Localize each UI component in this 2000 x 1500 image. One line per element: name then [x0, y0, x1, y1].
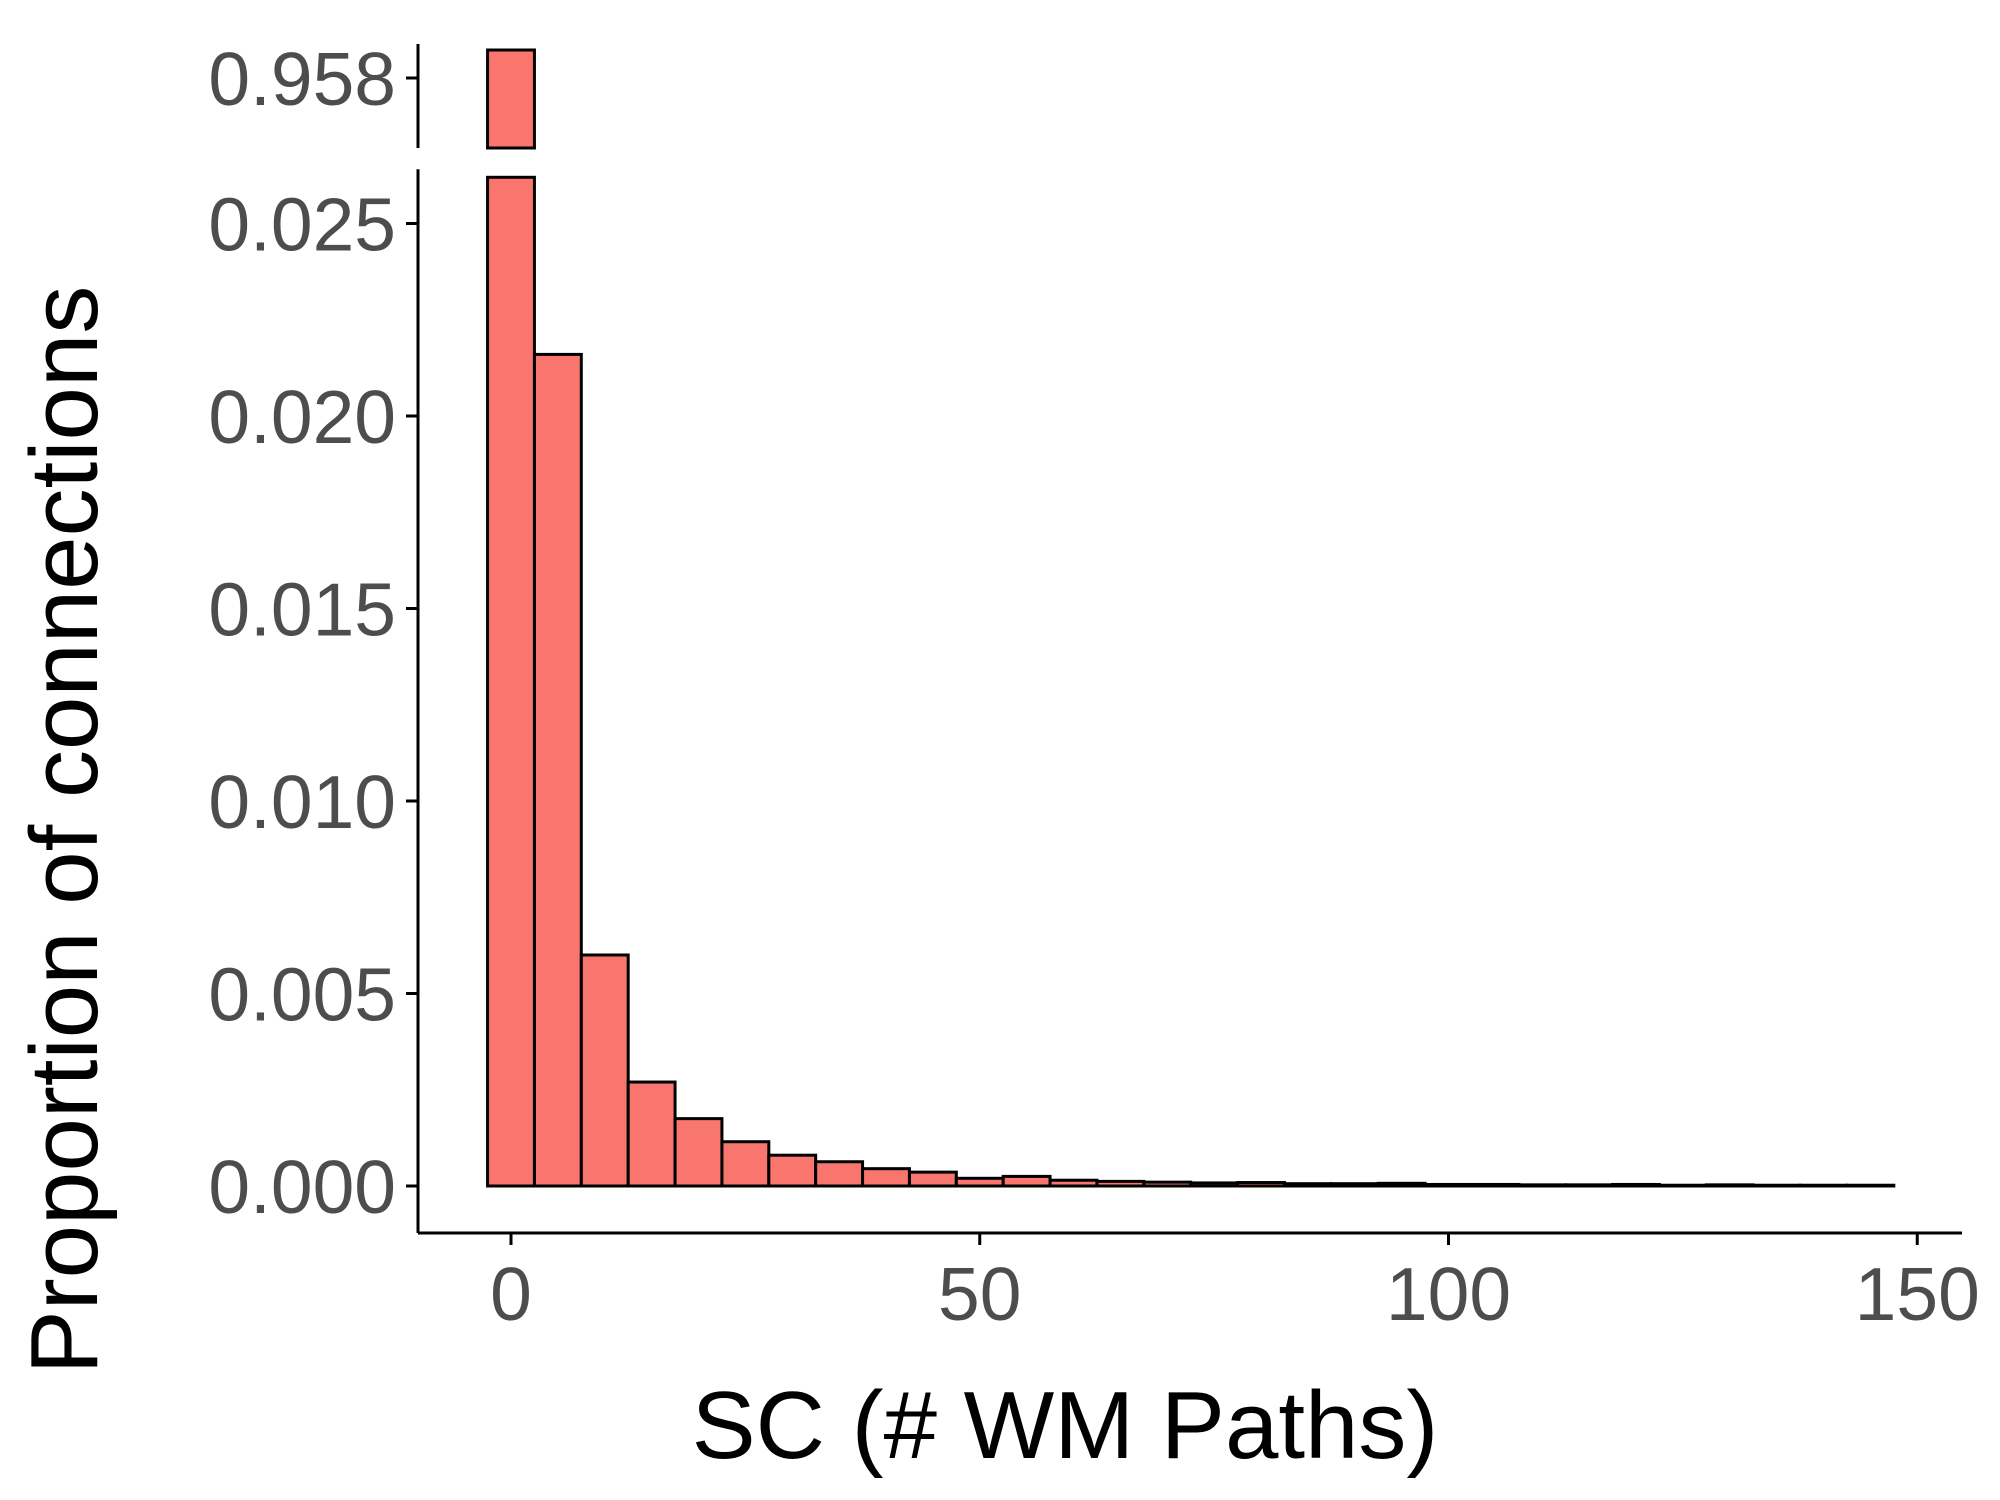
x-tick-label: 100: [1386, 1252, 1511, 1336]
histogram-bar: [1142, 1180, 1193, 1188]
y-tick-label: 0.010: [208, 760, 396, 844]
histogram-bar: [720, 1140, 771, 1188]
y-tick-label: 0.025: [208, 183, 396, 267]
histogram-bar: [814, 1160, 865, 1188]
histogram-bar: [1470, 1182, 1521, 1188]
histogram-bar: [1845, 1183, 1896, 1188]
histogram-bar: [1236, 1181, 1286, 1188]
histogram-bar: [861, 1167, 911, 1188]
histogram-bar: [579, 953, 630, 1188]
histogram-bar: [1798, 1183, 1849, 1188]
bars-group: [486, 48, 1896, 1188]
histogram-bar: [767, 1153, 818, 1188]
histogram-bar: [1611, 1182, 1661, 1188]
x-tick-label: 50: [938, 1252, 1021, 1336]
histogram-bar: [1423, 1182, 1474, 1188]
y-tick-label-upper: 0.958: [208, 37, 396, 121]
histogram-bar: [1282, 1182, 1333, 1188]
histogram-bar: [954, 1176, 1005, 1188]
histogram-bar: [1095, 1179, 1146, 1188]
histogram-bar: [626, 1080, 677, 1188]
histogram-bar: [1704, 1183, 1755, 1188]
histogram-bar: [1751, 1183, 1802, 1188]
x-tick-label: 0: [490, 1252, 532, 1336]
histogram-bar: [486, 175, 536, 1188]
histogram-bar: [1329, 1182, 1380, 1188]
histogram-bar: [1517, 1183, 1568, 1188]
x-tick-label: 150: [1855, 1252, 1980, 1336]
histogram-bar: [532, 352, 583, 1188]
y-tick-label: 0.000: [208, 1145, 396, 1229]
y-tick-label: 0.005: [208, 953, 396, 1037]
histogram-bar: [673, 1117, 724, 1188]
axes-group: 0.000 0.005 0.010 0.015 0.020 0.025 0.958 0 50 10…: [208, 37, 1980, 1336]
y-axis-title: Proportion of connections: [11, 286, 118, 1375]
histogram-bar: [1048, 1178, 1099, 1188]
histogram-bar: [1001, 1174, 1052, 1188]
histogram-bar: [1189, 1181, 1240, 1188]
y-tick-label: 0.015: [208, 568, 396, 652]
histogram-bar: [1376, 1181, 1427, 1188]
y-tick-label: 0.020: [208, 375, 396, 459]
histogram-bar: [486, 48, 536, 150]
x-axis-title: SC (# WM Paths): [692, 1372, 1439, 1479]
histogram-bar: [907, 1170, 958, 1188]
histogram-bar: [1657, 1183, 1708, 1188]
histogram-bar: [1564, 1183, 1615, 1188]
